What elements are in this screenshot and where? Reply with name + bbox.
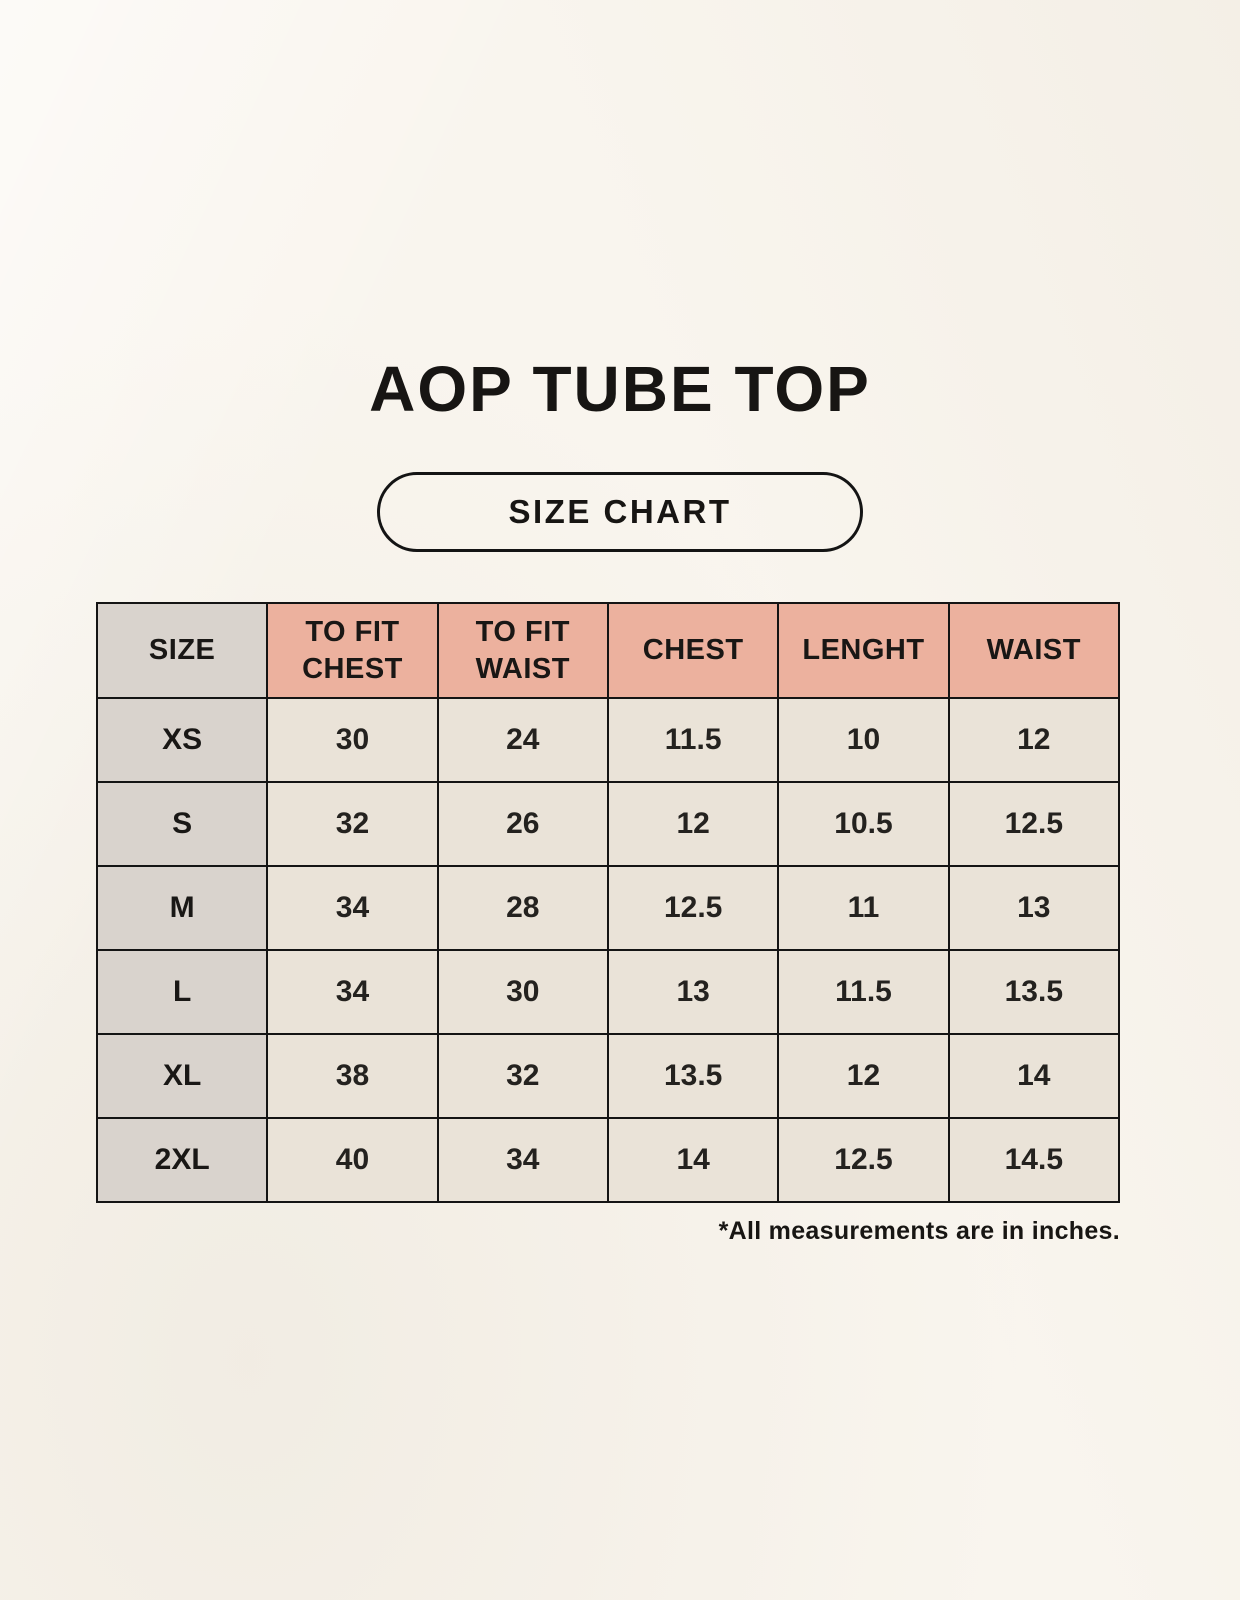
table-row: S 32 26 12 10.5 12.5 — [95, 781, 1121, 867]
value-cell: 10.5 — [777, 781, 950, 867]
table-row: L 34 30 13 11.5 13.5 — [95, 949, 1121, 1035]
size-cell: M — [95, 865, 269, 951]
value-cell: 26 — [436, 781, 609, 867]
column-header-lenght: LENGHT — [777, 602, 950, 699]
value-cell: 30 — [436, 949, 609, 1035]
value-cell: 12 — [606, 781, 780, 867]
value-cell: 11 — [777, 865, 950, 951]
value-cell: 38 — [266, 1033, 439, 1119]
value-cell: 30 — [266, 697, 439, 783]
value-cell: 12.5 — [777, 1117, 950, 1203]
value-cell: 12.5 — [606, 865, 780, 951]
size-cell: L — [95, 949, 269, 1035]
column-header-chest: CHEST — [606, 602, 780, 699]
value-cell: 12 — [947, 697, 1121, 783]
column-header-waist: WAIST — [947, 602, 1121, 699]
page-title: AOP TUBE TOP — [369, 353, 871, 425]
measurements-footnote: *All measurements are in inches. — [718, 1217, 1120, 1245]
table-row: M 34 28 12.5 11 13 — [95, 865, 1121, 951]
value-cell: 13.5 — [606, 1033, 780, 1119]
value-cell: 14.5 — [947, 1117, 1121, 1203]
column-header-label: WAIST — [986, 634, 1081, 667]
value-cell: 12.5 — [947, 781, 1121, 867]
value-cell: 11.5 — [777, 949, 950, 1035]
value-cell: 11.5 — [606, 697, 780, 783]
value-cell: 13 — [606, 949, 780, 1035]
column-header-to-fit-waist: TO FIT WAIST — [436, 602, 609, 699]
value-cell: 12 — [777, 1033, 950, 1119]
table-row: 2XL 40 34 14 12.5 14.5 — [95, 1117, 1121, 1203]
table-row: XL 38 32 13.5 12 14 — [95, 1033, 1121, 1119]
column-header-label: TO FIT CHEST — [302, 616, 403, 685]
table-header-row: SIZE TO FIT CHEST TO FIT WAIST CHEST LENGHT W… — [95, 602, 1121, 699]
size-cell: XL — [95, 1033, 269, 1119]
value-cell: 13 — [947, 865, 1121, 951]
value-cell: 32 — [436, 1033, 609, 1119]
value-cell: 14 — [947, 1033, 1121, 1119]
size-cell: S — [95, 781, 269, 867]
value-cell: 34 — [266, 865, 439, 951]
size-chart-table: SIZE TO FIT CHEST TO FIT WAIST CHEST LENGHT W… — [95, 602, 1121, 1203]
size-cell: 2XL — [95, 1117, 269, 1203]
size-chart-table-container: SIZE TO FIT CHEST TO FIT WAIST CHEST LENGHT W… — [95, 602, 1121, 1203]
column-header-label: SIZE — [148, 634, 216, 667]
size-chart-badge[interactable]: SIZE CHART — [377, 472, 863, 552]
column-header-size: SIZE — [95, 602, 269, 699]
value-cell: 32 — [266, 781, 439, 867]
column-header-label: TO FIT WAIST — [475, 616, 570, 685]
value-cell: 14 — [606, 1117, 780, 1203]
size-cell: XS — [95, 697, 269, 783]
value-cell: 13.5 — [947, 949, 1121, 1035]
value-cell: 24 — [436, 697, 609, 783]
value-cell: 34 — [436, 1117, 609, 1203]
value-cell: 28 — [436, 865, 609, 951]
value-cell: 10 — [777, 697, 950, 783]
column-header-label: LENGHT — [802, 634, 925, 667]
column-header-to-fit-chest: TO FIT CHEST — [266, 602, 439, 699]
table-row: XS 30 24 11.5 10 12 — [95, 697, 1121, 783]
column-header-label: CHEST — [642, 634, 744, 667]
size-chart-badge-label: SIZE CHART — [508, 493, 732, 530]
value-cell: 34 — [266, 949, 439, 1035]
value-cell: 40 — [266, 1117, 439, 1203]
